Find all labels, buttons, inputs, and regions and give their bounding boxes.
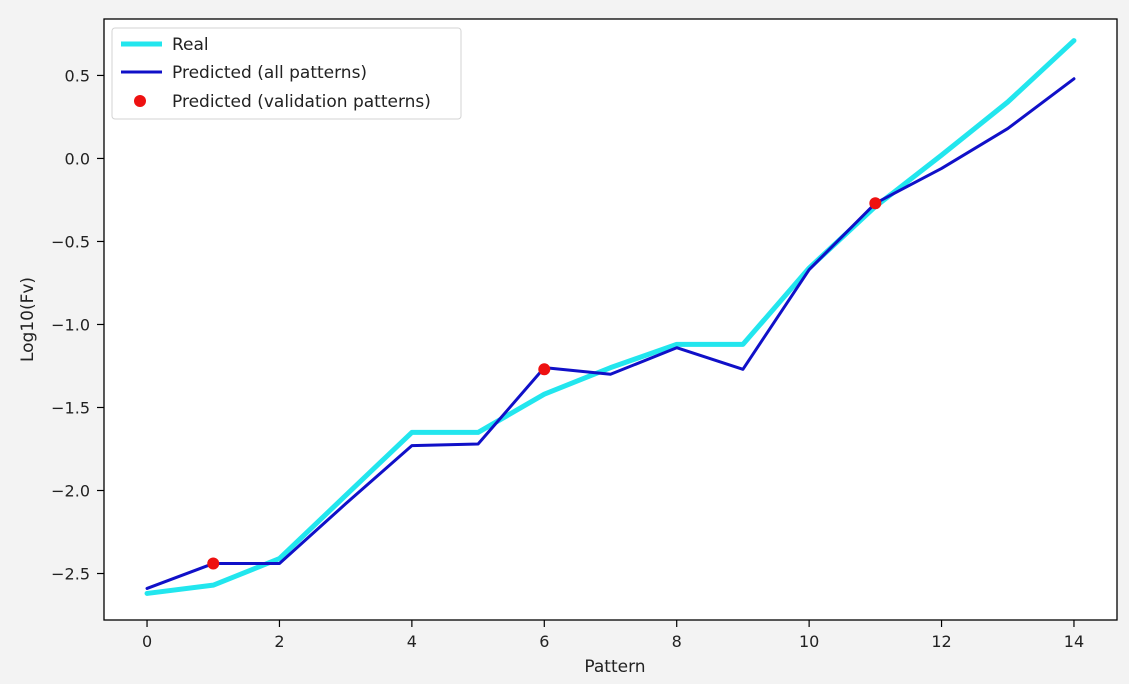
predicted-all-series-line <box>145 77 1076 590</box>
x-tick-label-5: 10 <box>799 632 819 651</box>
real-series-line <box>144 38 1077 596</box>
y-axis-title: Log10(Fv) <box>18 277 38 362</box>
legend-box <box>111 27 462 120</box>
legend-validation-marker <box>134 95 146 107</box>
legend-predicted-all-label: Predicted (all patterns) <box>172 63 367 83</box>
x-tick-label-0: 0 <box>142 632 152 651</box>
validation-point-2 <box>869 197 882 210</box>
series-layer <box>144 38 1077 596</box>
validation-point-1 <box>538 363 551 376</box>
legend-real-label: Real <box>172 35 209 55</box>
y-tick-label-2: −1.5 <box>51 398 90 417</box>
x-tick-label-4: 8 <box>672 632 682 651</box>
legend: Real Predicted (all patterns) Predicted … <box>111 27 462 120</box>
axes-layer: 0 2 4 6 8 10 12 14 −2.5 −2.0 −1.5 −1.0 −0.5 0.0 0.5 <box>51 18 1118 651</box>
y-tick-label-4: −0.5 <box>51 232 90 251</box>
validation-point-0 <box>207 557 220 570</box>
x-tick-label-3: 6 <box>539 632 549 651</box>
y-tick-label-6: 0.5 <box>65 66 90 85</box>
y-tick-label-5: 0.0 <box>65 149 90 168</box>
x-tick-label-7: 14 <box>1064 632 1084 651</box>
y-tick-label-0: −2.5 <box>51 565 90 584</box>
x-tick-label-2: 4 <box>407 632 417 651</box>
x-tick-label-1: 2 <box>274 632 284 651</box>
y-tick-label-3: −1.0 <box>51 315 90 334</box>
axes-frame <box>103 18 1118 621</box>
x-axis-title: Pattern <box>584 657 645 677</box>
legend-validation-label: Predicted (validation patterns) <box>172 92 431 112</box>
x-tick-label-6: 12 <box>931 632 951 651</box>
y-tick-label-1: −2.0 <box>51 482 90 501</box>
